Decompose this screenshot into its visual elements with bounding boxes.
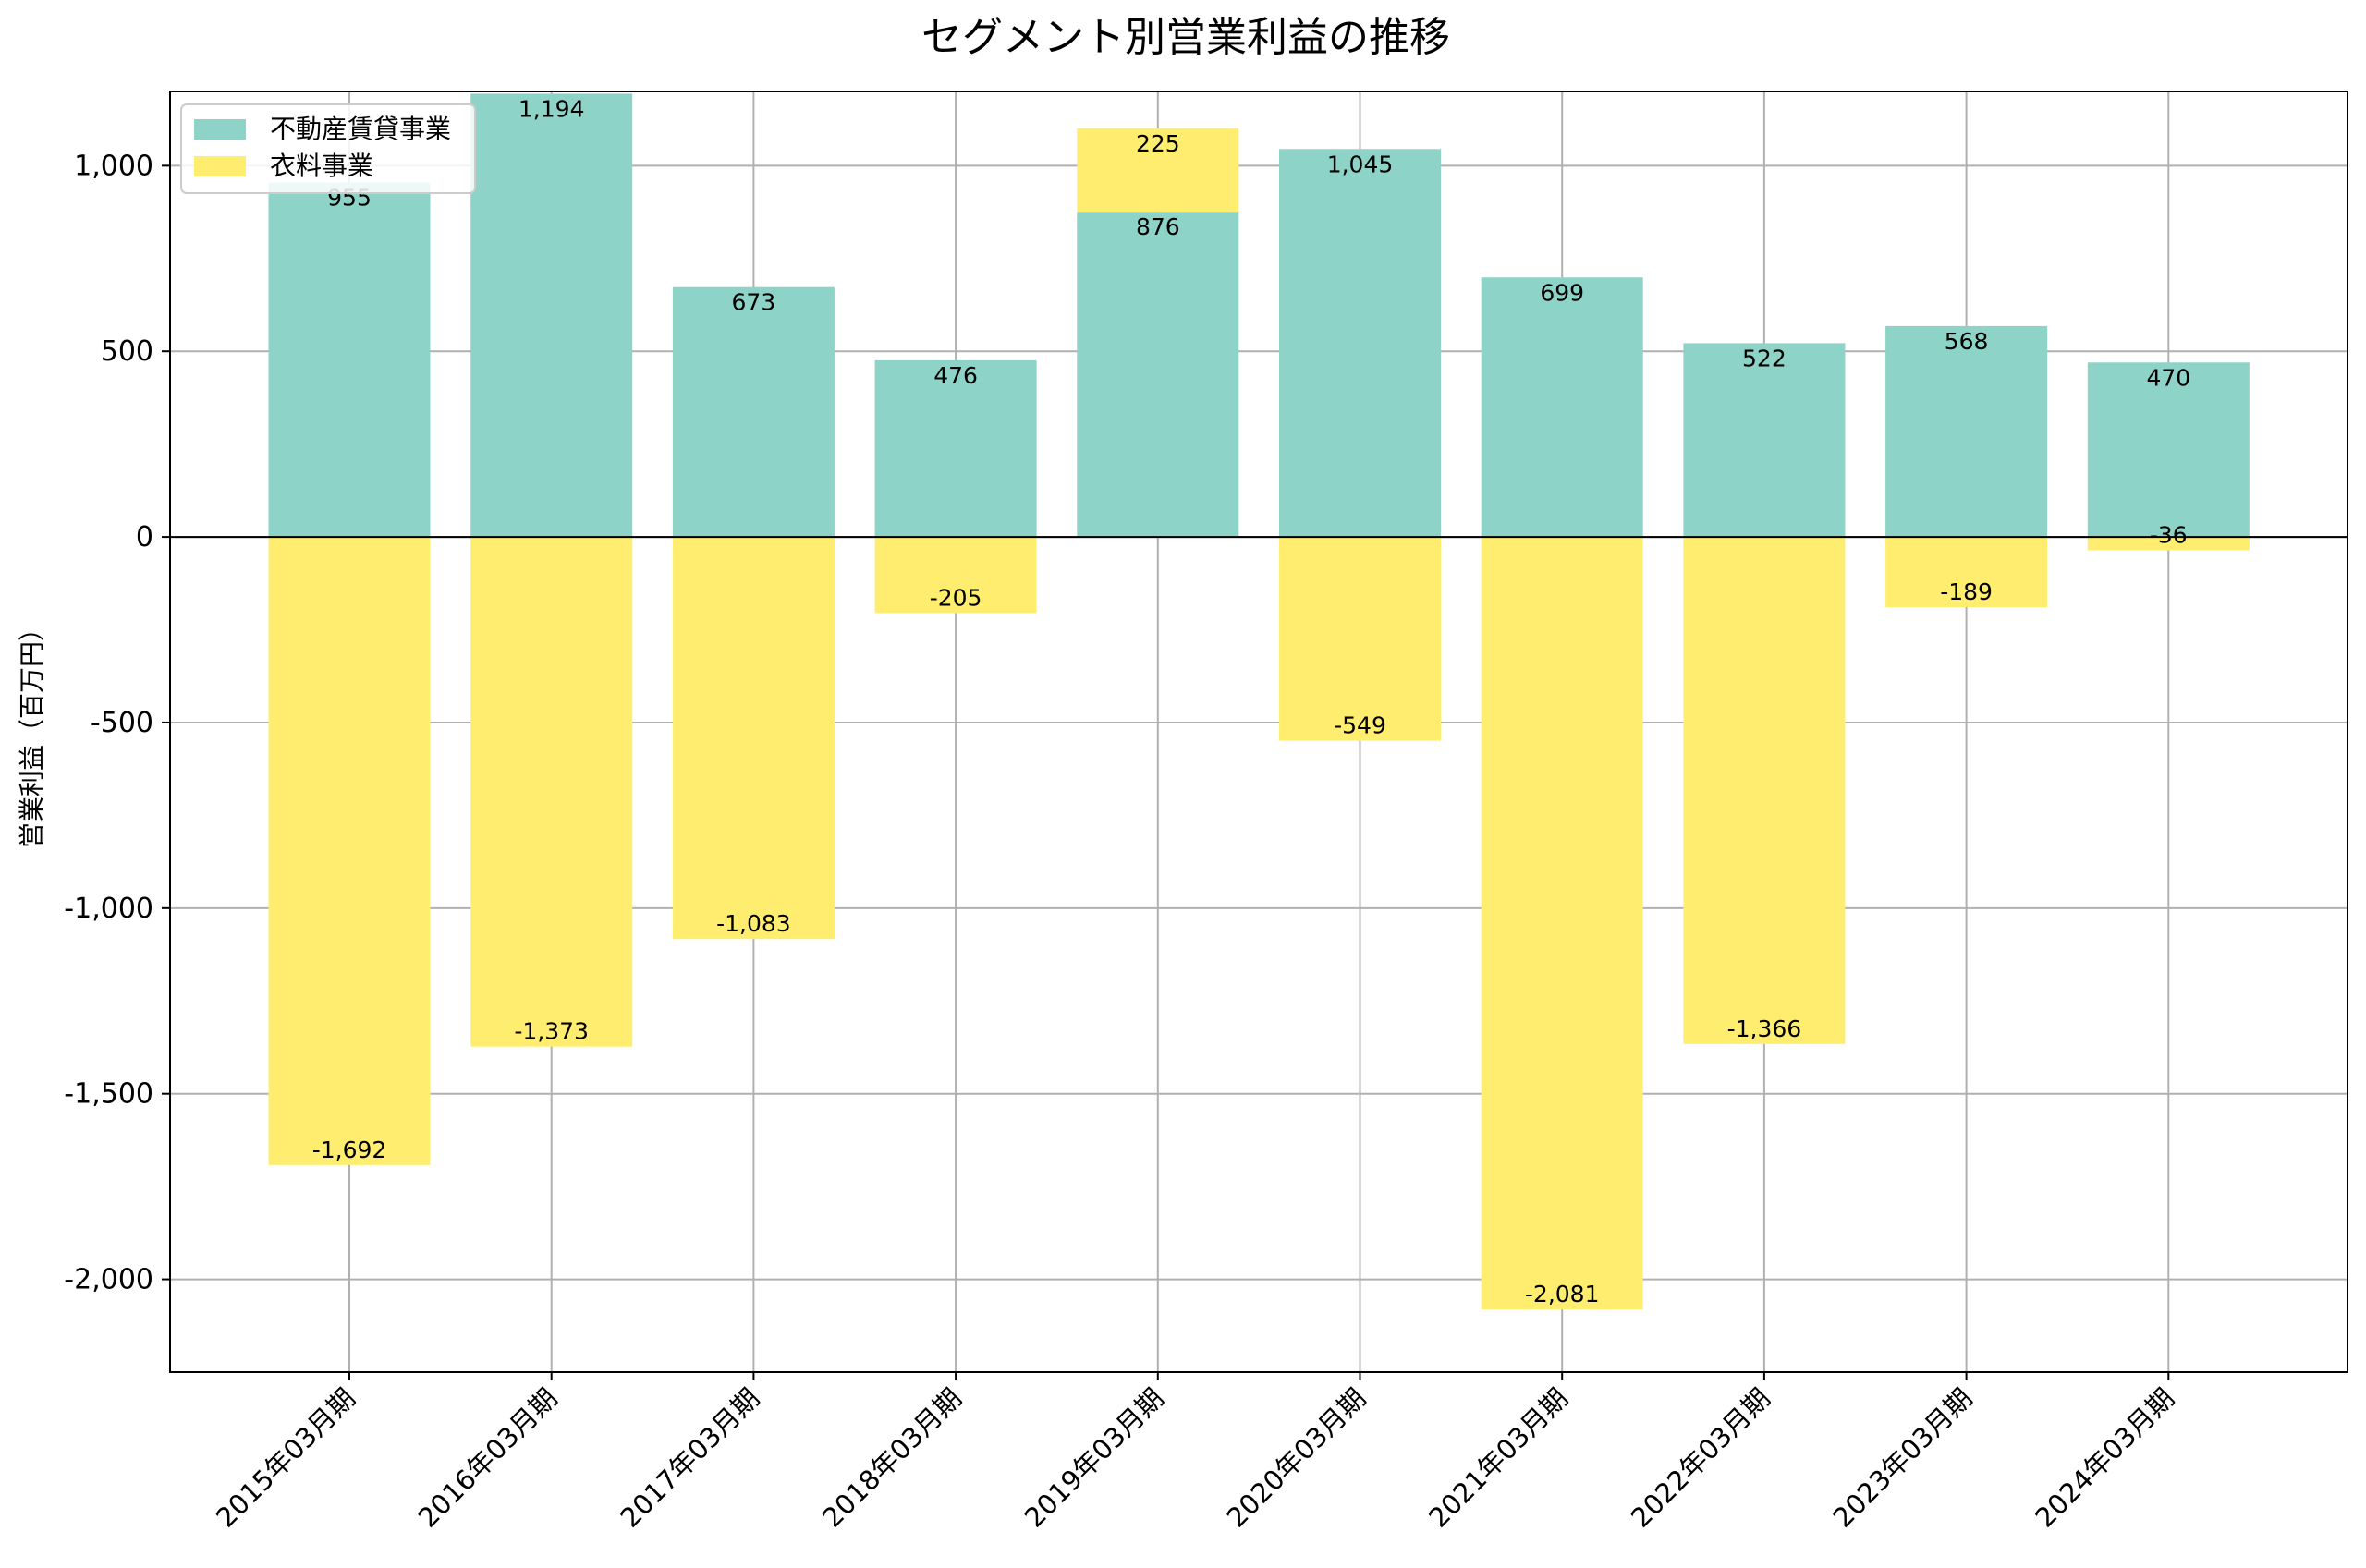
x-tick-label: 2018年03月期 bbox=[816, 1382, 968, 1534]
x-tick-label: 2019年03月期 bbox=[1018, 1382, 1170, 1534]
bar-value-label: -1,083 bbox=[716, 910, 791, 937]
bar-value-label: 568 bbox=[1945, 328, 1989, 355]
y-tick-label: -2,000 bbox=[64, 1264, 153, 1296]
y-tick-label: 0 bbox=[136, 521, 153, 553]
y-tick-label: 1,000 bbox=[74, 150, 153, 182]
bar-value-label: -1,366 bbox=[1727, 1015, 1802, 1042]
y-axis-label: 営業利益（百万円） bbox=[17, 615, 47, 848]
bars bbox=[268, 93, 2250, 1310]
bar-real-estate bbox=[268, 182, 431, 538]
bar-apparel bbox=[1077, 128, 1239, 213]
plot-frame bbox=[169, 91, 2348, 1373]
bar-apparel bbox=[672, 537, 835, 940]
x-tick-label: 2023年03月期 bbox=[1827, 1382, 1979, 1534]
bar-real-estate bbox=[1683, 343, 1846, 538]
bar-value-label: -36 bbox=[2150, 522, 2188, 549]
bar-real-estate bbox=[2087, 362, 2250, 538]
bar-apparel bbox=[2087, 537, 2250, 551]
legend-swatch bbox=[194, 119, 246, 140]
bar-labels: 9551,1946734768761,045699522568470-1,692… bbox=[312, 95, 2190, 1307]
bar-value-label: -205 bbox=[930, 584, 982, 611]
bar-apparel bbox=[1481, 537, 1643, 1310]
bar-value-label: 470 bbox=[2146, 364, 2190, 391]
bar-value-label: -1,373 bbox=[514, 1018, 589, 1045]
y-axis: 1,000 500 0 -500 -1,000 -1,500 -2,000 bbox=[64, 150, 170, 1296]
bar-value-label: 876 bbox=[1136, 213, 1180, 240]
x-tick-label: 2021年03月期 bbox=[1422, 1382, 1574, 1534]
y-tick-label: -500 bbox=[91, 707, 153, 739]
x-tick-label: 2022年03月期 bbox=[1625, 1382, 1776, 1534]
legend-frame bbox=[180, 103, 476, 194]
bar-real-estate bbox=[874, 359, 1037, 538]
bar-real-estate bbox=[1077, 212, 1239, 538]
y-tick-label: 500 bbox=[101, 335, 153, 368]
bar-apparel bbox=[874, 537, 1037, 614]
bar-value-label: 1,194 bbox=[518, 95, 585, 122]
y-tick-label: -1,000 bbox=[64, 893, 153, 925]
bar-real-estate bbox=[1885, 325, 2048, 538]
bar-value-label: -2,081 bbox=[1525, 1281, 1600, 1307]
bar-apparel bbox=[470, 537, 633, 1047]
bar-value-label: -189 bbox=[1940, 578, 1993, 605]
bar-value-label: -1,692 bbox=[312, 1136, 387, 1163]
legend-label: 不動産賃貸事業 bbox=[270, 114, 451, 144]
x-axis: 2015年03月期 2016年03月期 2017年03月期 2018年03月期 2019… bbox=[210, 1372, 2180, 1534]
legend-label: 衣料事業 bbox=[270, 151, 373, 181]
x-tick-label: 2024年03月期 bbox=[2029, 1382, 2180, 1534]
x-tick-label: 2015年03月期 bbox=[210, 1382, 361, 1534]
bar-apparel bbox=[268, 537, 431, 1165]
bar-apparel bbox=[1279, 537, 1441, 741]
x-tick-label: 2016年03月期 bbox=[412, 1382, 564, 1534]
chart-title: セグメント別営業利益の推移 bbox=[921, 14, 1450, 61]
bar-real-estate bbox=[672, 286, 835, 538]
bar-real-estate bbox=[1279, 149, 1441, 538]
bar-real-estate bbox=[1481, 277, 1643, 538]
bar-value-label: -549 bbox=[1334, 712, 1386, 739]
y-tick-label: -1,500 bbox=[64, 1078, 153, 1111]
bar-value-label: 1,045 bbox=[1327, 151, 1394, 177]
bar-value-label: 476 bbox=[933, 362, 978, 389]
bar-apparel bbox=[1885, 537, 2048, 608]
bar-value-label: 522 bbox=[1742, 345, 1787, 371]
bar-value-label: 225 bbox=[1136, 130, 1180, 157]
x-tick-label: 2020年03月期 bbox=[1221, 1382, 1372, 1534]
legend-swatch bbox=[194, 156, 246, 176]
x-tick-label: 2017年03月期 bbox=[614, 1382, 765, 1534]
bar-real-estate bbox=[470, 93, 633, 538]
bar-value-label: 699 bbox=[1540, 279, 1584, 306]
bar-apparel bbox=[1683, 537, 1846, 1044]
bar-value-label: 673 bbox=[732, 289, 776, 316]
